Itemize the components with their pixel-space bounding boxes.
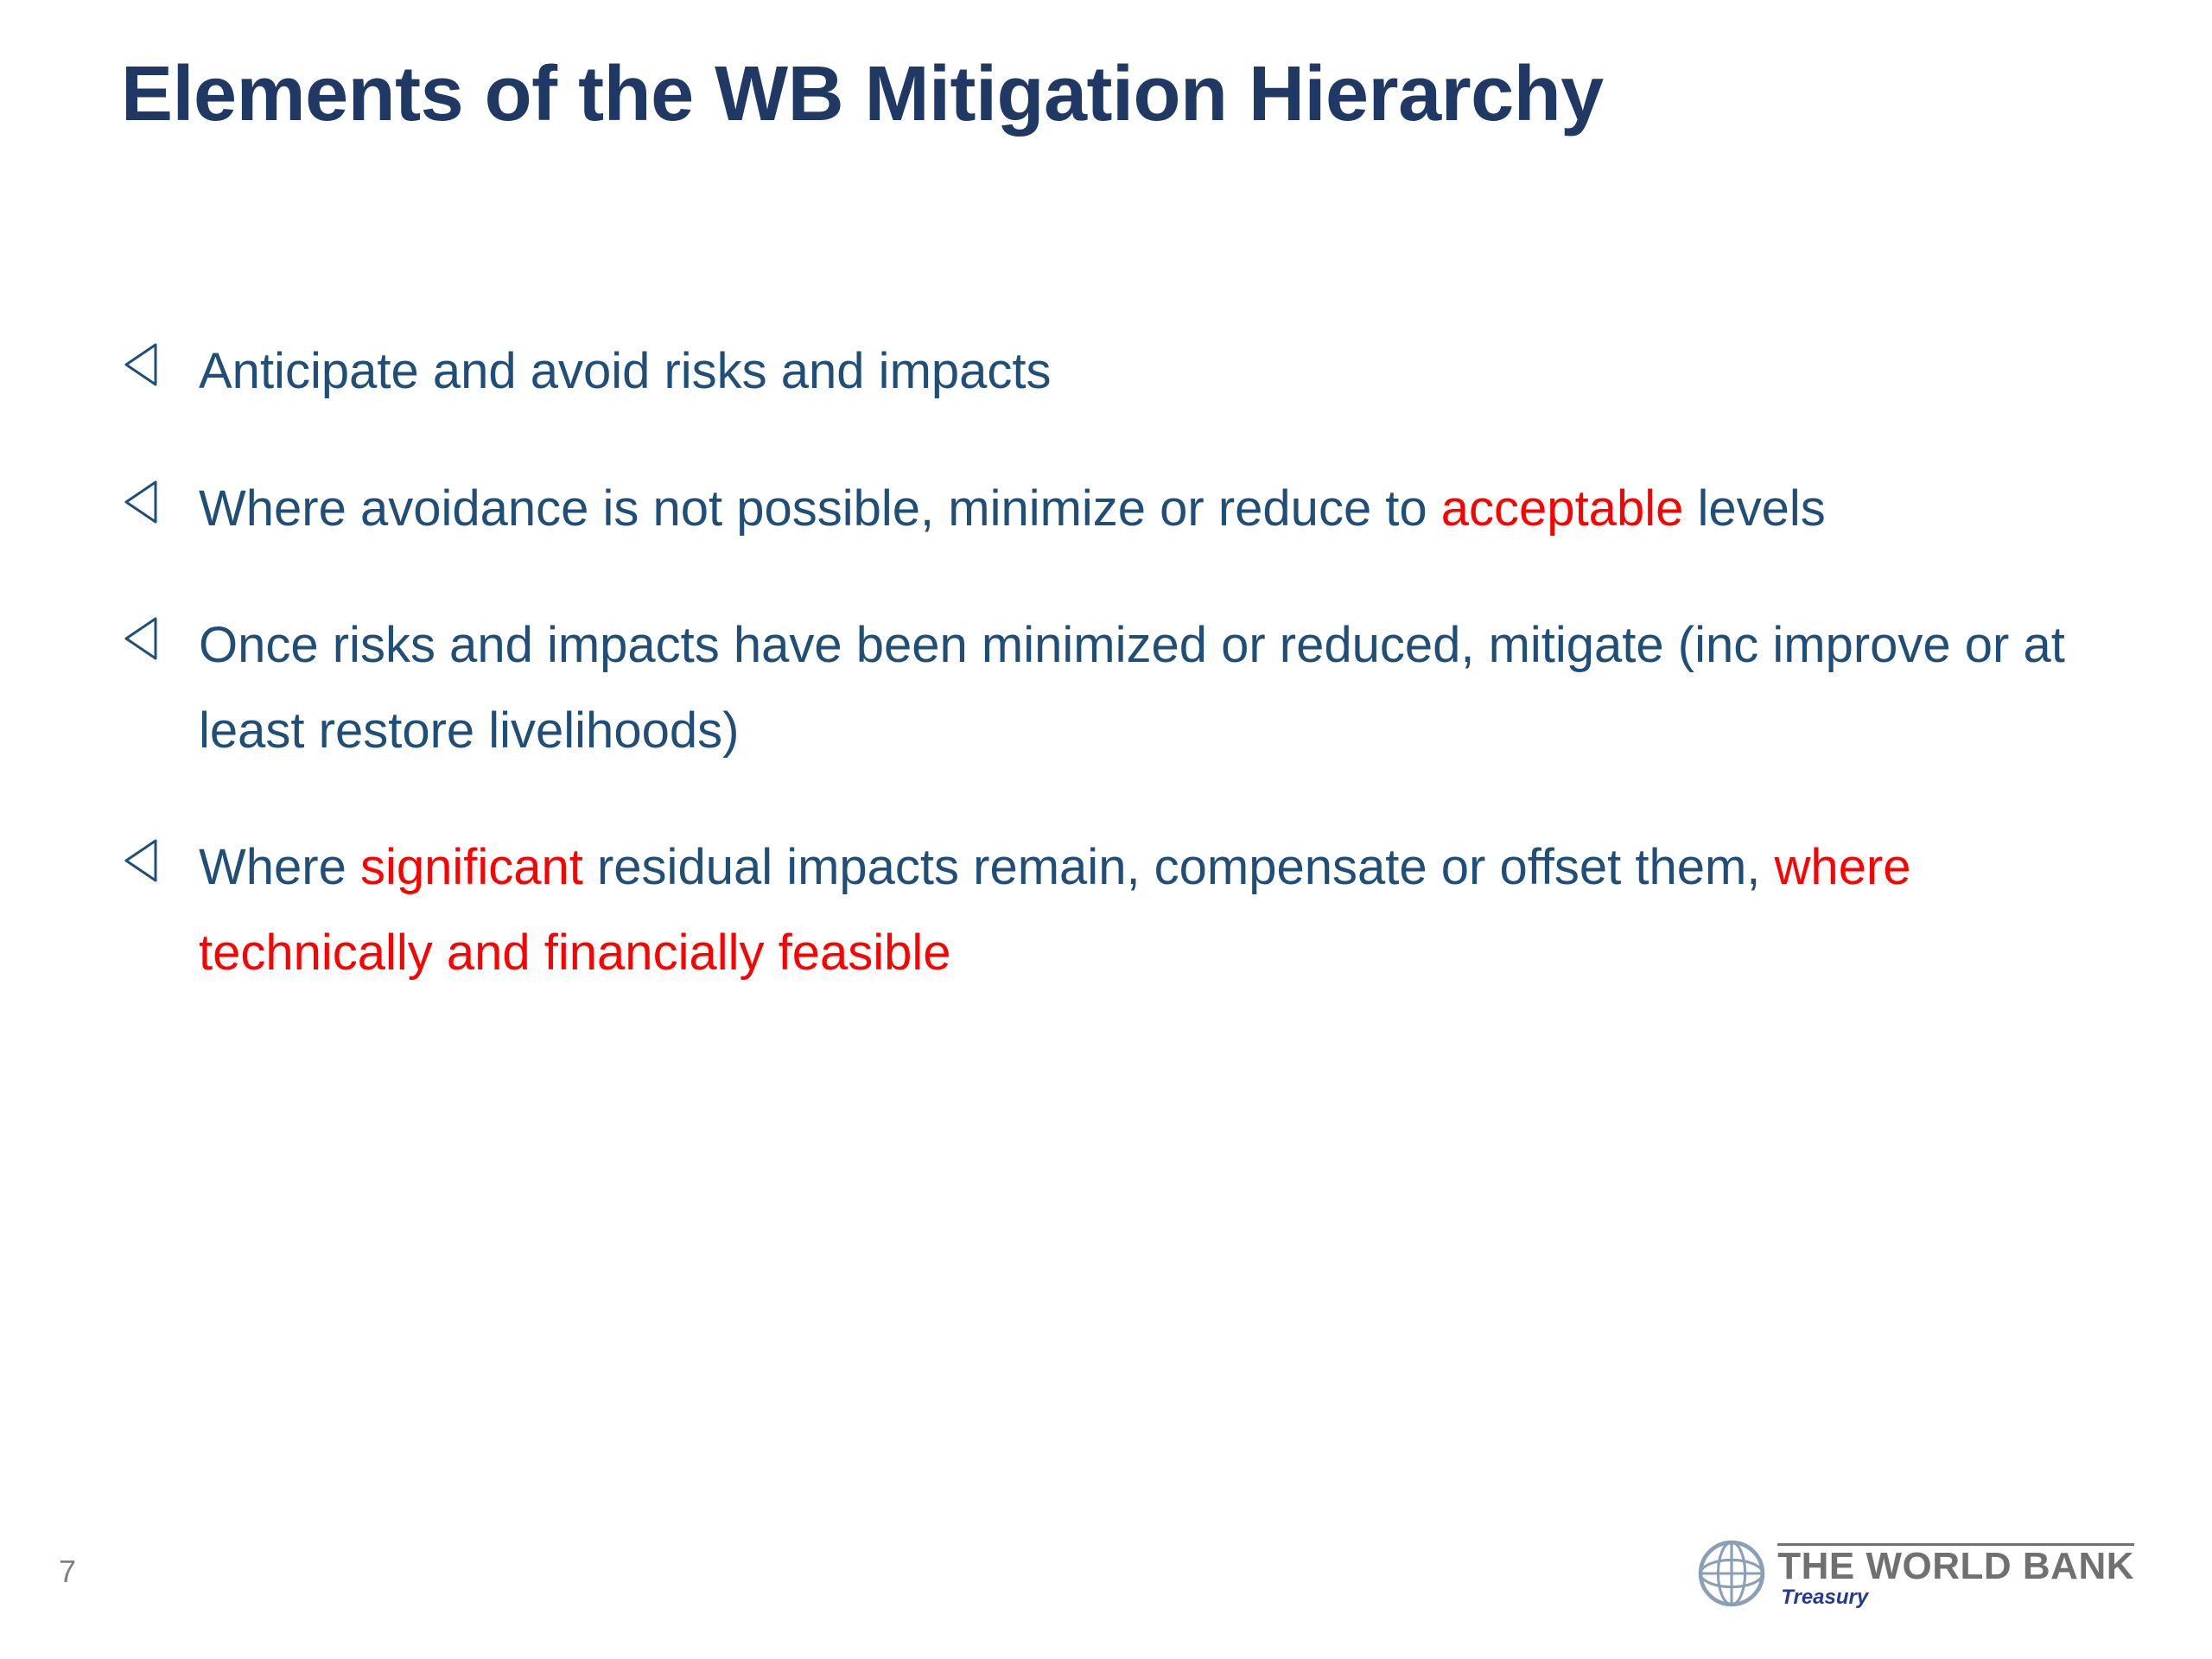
bullet-item: Once risks and impacts have been minimiz… (121, 603, 2126, 773)
bullet-text-segment: residual impacts remain, compensate or o… (583, 839, 1775, 895)
slide-title: Elements of the WB Mitigation Hierarchy (121, 50, 2126, 139)
bullet-item: Where avoidance is not possible, minimiz… (121, 467, 2126, 552)
bullet-list: Anticipate and avoid risks and impacts Wh… (121, 329, 2126, 996)
bullet-text-segment: Once risks and impacts have been minimiz… (199, 617, 2065, 759)
world-bank-logo: THE WORLD BANK Treasury (1698, 1540, 2134, 1611)
logo-sub-text: Treasury (1781, 1587, 1868, 1608)
slide: Elements of the WB Mitigation Hierarchy … (0, 0, 2212, 1659)
triangle-bullet-icon (121, 341, 159, 388)
logo-main-text: THE WORLD BANK (1777, 1543, 2134, 1586)
bullet-text-segment: Where avoidance is not possible, minimiz… (199, 480, 1441, 537)
triangle-bullet-icon (121, 615, 159, 662)
bullet-text-segment: levels (1683, 480, 1825, 537)
bullet-item: Anticipate and avoid risks and impacts (121, 329, 2126, 415)
bullet-text-segment: acceptable (1441, 480, 1684, 537)
logo-text: THE WORLD BANK Treasury (1777, 1543, 2134, 1608)
bullet-text-segment: Where (199, 839, 360, 895)
page-number: 7 (59, 1554, 76, 1590)
bullet-item: Where significant residual impacts remai… (121, 825, 2126, 995)
triangle-bullet-icon (121, 479, 159, 525)
globe-icon (1698, 1540, 1765, 1611)
triangle-bullet-icon (121, 837, 159, 884)
bullet-text-segment: Anticipate and avoid risks and impacts (199, 343, 1052, 399)
bullet-text-segment: significant (360, 839, 583, 895)
